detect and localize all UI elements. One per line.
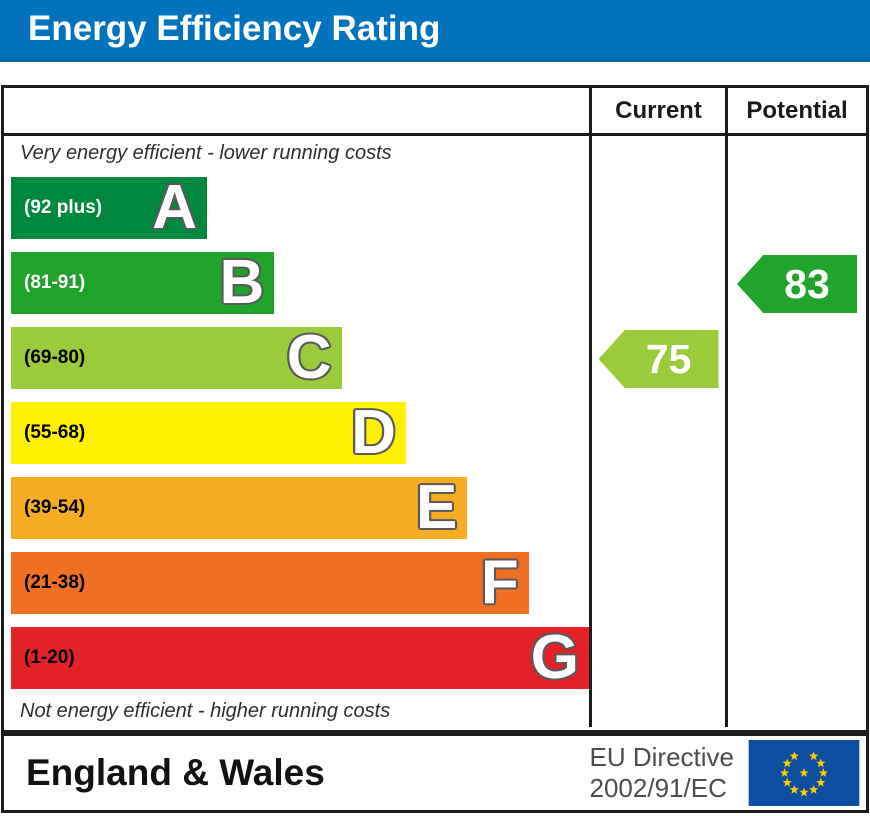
band-scale-column: Very energy efficient - lower running co… [4, 136, 589, 727]
band-range-label: (69-80) [24, 346, 86, 368]
top-efficiency-note: Very energy efficient - lower running co… [20, 141, 392, 164]
band-letter: C [286, 322, 332, 392]
band-row-a: (92 plus) A [4, 170, 589, 245]
band-range-label: (21-38) [24, 571, 86, 593]
energy-rating-table: Current Potential Very energy efficient … [1, 85, 869, 733]
table-body: Very energy efficient - lower running co… [4, 136, 866, 727]
band-bar-e: (39-54) E [11, 472, 468, 542]
header-spacer-cell [4, 88, 589, 133]
band-bar-f: (21-38) F [11, 547, 529, 617]
band-letter: B [219, 247, 265, 317]
band-row-e: (39-54) E [4, 470, 589, 545]
band-range-label: (1-20) [24, 646, 75, 668]
eu-flag-icon [748, 740, 860, 806]
band-letter: D [351, 397, 396, 467]
footer-bar: England & Wales EU Directive 2002/91/EC [1, 733, 869, 813]
column-header-current: Current [589, 88, 725, 133]
band-row-f: (21-38) F [4, 545, 589, 620]
table-header-row: Current Potential [4, 88, 866, 136]
potential-rating-arrow: 83 [737, 255, 857, 313]
chart-title-bar: Energy Efficiency Rating [0, 0, 870, 62]
band-bar-a: (92 plus) A [11, 172, 207, 242]
band-letter: G [530, 622, 579, 692]
band-row-g: (1-20) G [4, 620, 589, 695]
current-rating-arrow: 75 [598, 330, 719, 388]
page-title: Energy Efficiency Rating [28, 8, 441, 48]
band-range-label: (92 plus) [24, 196, 103, 218]
column-header-potential: Potential [725, 88, 866, 133]
band-letter: F [480, 547, 519, 617]
region-label: England & Wales [26, 752, 325, 793]
potential-column: 83 [725, 136, 866, 727]
eu-directive-label: EU Directive 2002/91/EC [590, 742, 734, 803]
band-range-label: (39-54) [24, 496, 86, 518]
band-range-label: (81-91) [24, 271, 86, 293]
eu-directive-line2: 2002/91/EC [589, 773, 727, 803]
band-letter: E [415, 472, 458, 542]
band-row-c: (69-80) C [4, 320, 589, 395]
current-rating-value: 75 [645, 335, 692, 382]
band-bar-g: (1-20) G [11, 622, 589, 692]
eu-directive-line1: EU Directive [589, 742, 734, 773]
band-letter: A [152, 172, 197, 242]
band-bar-b: (81-91) B [11, 247, 275, 317]
band-row-b: (81-91) B [4, 245, 589, 320]
band-row-d: (55-68) D [4, 395, 589, 470]
potential-rating-value: 83 [784, 260, 830, 307]
current-column: 75 [589, 136, 725, 727]
bottom-efficiency-note: Not energy efficient - higher running co… [20, 699, 391, 722]
band-bar-c: (69-80) C [11, 322, 342, 392]
band-bar-d: (55-68) D [11, 397, 406, 467]
band-range-label: (55-68) [24, 421, 86, 443]
